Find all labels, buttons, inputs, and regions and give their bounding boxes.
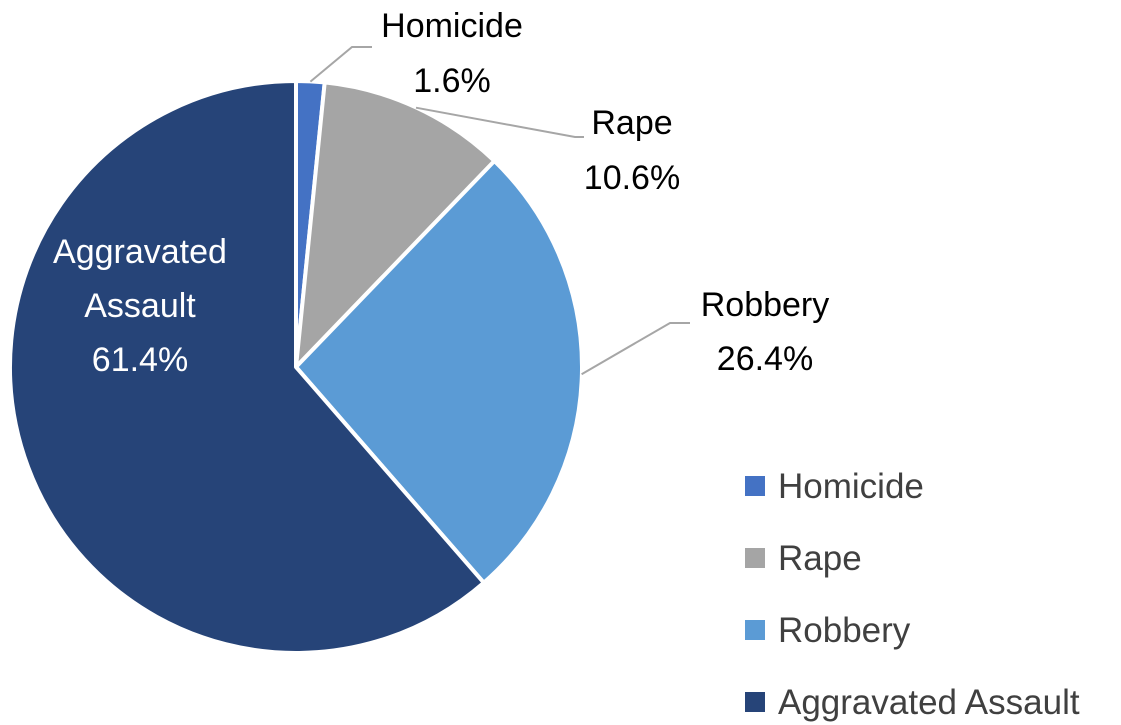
data-label-name-aggravated-assault: Assault [84,287,196,325]
data-label-value-robbery: 26.4% [717,340,813,378]
pie-slices [8,78,584,655]
data-label-name-rape: Rape [591,104,672,142]
data-label-name-robbery: Robbery [701,286,830,324]
leader-line-robbery [581,322,690,376]
legend-swatch-homicide [745,476,765,496]
legend-label-homicide: Homicide [778,467,924,506]
leader-line-rape [415,106,584,138]
leader-lines [309,46,690,376]
pie-slice-aggravated-assault [8,79,486,655]
legend-label-robbery: Robbery [778,611,911,650]
legend-swatch-robbery [745,620,765,640]
legend: Homicide Rape Robbery Aggravated Assault [745,467,1080,722]
data-label-value-aggravated-assault: 61.4% [92,341,188,379]
legend-swatch-rape [745,548,765,568]
data-label-value-rape: 10.6% [584,159,680,197]
leader-line-homicide [309,46,372,83]
legend-label-rape: Rape [778,539,862,578]
legend-swatch-aggravated-assault [745,692,765,712]
data-labels: Homicide 1.6% Rape 10.6% Robbery 26.4% Aggrava… [53,7,829,379]
data-label-value-homicide: 1.6% [413,62,491,100]
data-label-name-homicide: Homicide [381,7,523,45]
legend-label-aggravated-assault: Aggravated Assault [778,683,1080,722]
data-label-name-aggravated-assault: Aggravated [53,233,227,271]
